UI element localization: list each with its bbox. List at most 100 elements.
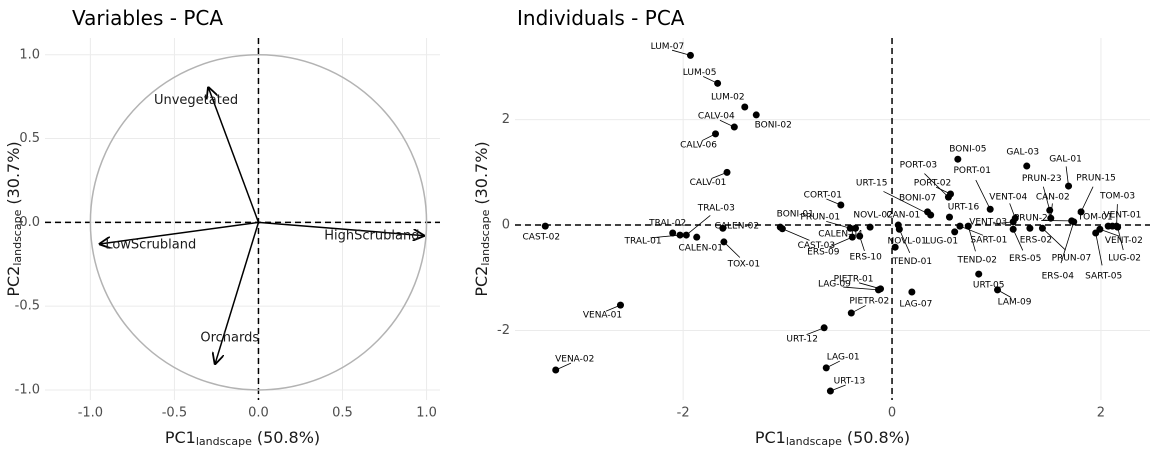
x-tick-label: 0: [888, 406, 896, 421]
y-tick-label: 0.0: [19, 215, 40, 230]
point-label: PRUN-15: [1076, 173, 1116, 183]
leader-line: [1012, 229, 1024, 251]
point-label: CALV-04: [698, 112, 735, 122]
point-label: PRUN-07: [1052, 254, 1092, 264]
y-axis-title: PC2landscape (30.7%): [472, 141, 493, 296]
x-axis-title: PC1landscape (50.8%): [755, 428, 910, 449]
point-label: CAN-02: [1036, 193, 1070, 203]
point: [686, 51, 694, 59]
x-tick-label: 0.0: [248, 406, 269, 421]
point-label: BONI-01: [777, 210, 814, 220]
point-label: URT-16: [948, 203, 980, 213]
point-label: VENT-04: [989, 193, 1027, 203]
title-sub: landscape: [196, 435, 252, 448]
point-label: CAST-03: [798, 241, 836, 251]
correlation-circle: [89, 54, 428, 391]
point: [616, 301, 624, 309]
point-label: TOM-03: [1099, 192, 1135, 202]
point: [669, 229, 677, 237]
point-label: LUG-01: [925, 236, 958, 246]
point-label: CAST-02: [523, 233, 561, 243]
point: [994, 286, 1002, 294]
title-suffix: (50.8%): [847, 428, 910, 447]
y-tick-label: -1.0: [15, 382, 40, 397]
point-label: LAG-01: [827, 352, 860, 362]
point: [846, 224, 854, 232]
y-tick-label: -2: [497, 323, 510, 338]
point-label: NOVL-02: [853, 211, 892, 221]
point-label: LAM-09: [998, 297, 1032, 307]
y-tick-label: 1.0: [19, 47, 40, 62]
point: [1070, 218, 1078, 226]
x-axis-title: PC1landscape (50.8%): [165, 428, 320, 449]
point: [891, 243, 899, 251]
point-label: PORT-03: [900, 161, 937, 171]
point: [822, 364, 830, 372]
point-label: CALEN-01: [678, 244, 723, 254]
y-axis-title: PC2landscape (30.7%): [4, 141, 25, 296]
leader-line: [843, 286, 879, 291]
point: [1009, 225, 1017, 233]
title-main: PC2: [4, 266, 23, 297]
point: [1023, 162, 1031, 170]
leader-line: [1042, 186, 1051, 211]
point: [951, 228, 959, 236]
point: [947, 190, 955, 198]
point-label: PRUN-23: [1022, 174, 1062, 184]
point-label: VENT-01: [1103, 211, 1141, 221]
leader-line: [686, 215, 711, 236]
leader-line: [723, 241, 741, 258]
point-label: BONI-02: [755, 120, 792, 130]
point-label: VENT-03: [969, 217, 1007, 227]
point-label: SART-05: [1085, 271, 1122, 281]
title-suffix: (30.7%): [472, 141, 491, 204]
point: [927, 211, 935, 219]
point-label: LAG-07: [899, 299, 932, 309]
point: [826, 387, 834, 395]
leader-line: [1080, 186, 1094, 213]
leader-line: [650, 234, 681, 239]
point-label: VENT-02: [1105, 236, 1143, 246]
point: [954, 155, 962, 163]
point-label: LUG-02: [1108, 254, 1141, 264]
x-tick-label: -1.0: [78, 406, 103, 421]
point-label: CORT-01: [804, 191, 842, 201]
loading-arrow: [99, 221, 259, 244]
point: [964, 222, 972, 230]
point: [719, 224, 727, 232]
x-tick-label: 2: [1097, 406, 1105, 421]
point-label: LUM-02: [711, 93, 745, 103]
point: [712, 130, 720, 138]
point: [1077, 208, 1085, 216]
point-label: CALEN-02: [715, 222, 760, 232]
point: [552, 366, 560, 374]
point-label: ERS-04: [1042, 271, 1075, 281]
point-label: ERS-05: [1009, 254, 1041, 264]
point-label: NOVL-01: [887, 237, 926, 247]
point: [837, 201, 845, 209]
vector-label: Unvegetated: [154, 93, 238, 108]
title-sub: landscape: [479, 209, 492, 265]
point: [856, 232, 864, 240]
point-label: TEND-01: [892, 257, 933, 267]
title-main: PC2: [472, 266, 491, 297]
point-label: PIETR-01: [834, 274, 874, 284]
title-main: PC1: [165, 428, 196, 447]
point: [778, 225, 786, 233]
point: [693, 233, 701, 241]
point: [720, 238, 728, 246]
vector-label: Orchards: [200, 330, 259, 345]
point: [752, 111, 760, 119]
title-suffix: (50.8%): [257, 428, 320, 447]
point: [730, 123, 738, 131]
point: [541, 222, 549, 230]
point: [1096, 225, 1104, 233]
leader-line: [975, 179, 991, 210]
point-label: CAN-01: [886, 211, 920, 221]
leader-line: [1060, 221, 1075, 264]
title-main: PC1: [755, 428, 786, 447]
leader-line: [828, 236, 853, 248]
leader-line: [1116, 204, 1118, 227]
point: [1011, 214, 1019, 222]
point-label: TOX-01: [727, 259, 760, 269]
